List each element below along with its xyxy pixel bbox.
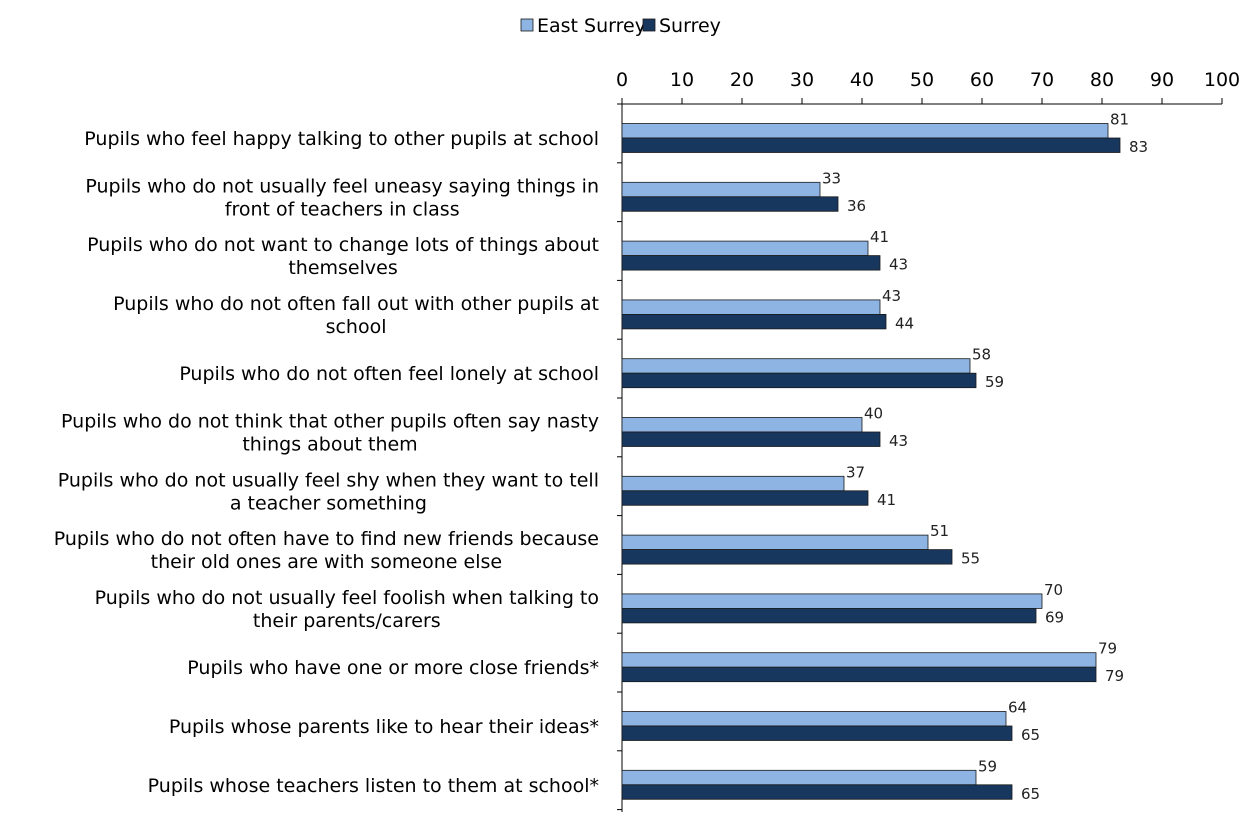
bar-surrey	[621, 666, 1097, 683]
bar-surrey	[621, 608, 1037, 624]
legend-swatch	[520, 18, 534, 32]
legend-item-0: East Surrey	[520, 15, 646, 37]
x-tick-label: 90	[1150, 69, 1174, 91]
bar-surrey	[621, 490, 869, 506]
x-tick-label: 10	[670, 69, 694, 91]
x-tick-label: 40	[850, 69, 874, 91]
value-label: 37	[846, 463, 865, 481]
value-label: 64	[1008, 699, 1027, 717]
bar-surrey	[621, 549, 953, 565]
value-label: 41	[870, 228, 889, 246]
category-label: Pupils who do not usually feel foolish w…	[95, 587, 599, 632]
x-tick-label: 100	[1204, 69, 1240, 91]
value-label: 65	[1021, 785, 1040, 803]
category-label: Pupils who do not usually feel shy when …	[58, 469, 599, 514]
value-label: 44	[895, 314, 914, 332]
category-label-line: Pupils who do not usually feel uneasy sa…	[85, 175, 599, 197]
bar-surrey	[621, 313, 887, 330]
value-label: 65	[1021, 726, 1040, 744]
category-label: Pupils whose teachers listen to them at …	[148, 775, 599, 797]
value-label: 70	[1044, 581, 1063, 599]
value-label: 33	[822, 169, 841, 187]
x-tick-label: 80	[1090, 69, 1114, 91]
value-label: 55	[961, 550, 980, 568]
x-tick-label: 30	[790, 69, 814, 91]
value-label: 59	[985, 373, 1004, 391]
value-label: 58	[972, 346, 991, 364]
category-label-line: themselves	[288, 257, 397, 279]
x-tick-label: 60	[970, 69, 994, 91]
category-label-line: things about them	[242, 434, 417, 456]
category-label: Pupils who do not want to change lots of…	[87, 234, 599, 279]
bar-surrey	[621, 431, 881, 447]
legend-swatch	[642, 18, 656, 32]
x-tick-label: 70	[1030, 69, 1054, 91]
legend-item-1: Surrey	[642, 15, 721, 37]
x-tick-label: 20	[730, 69, 754, 91]
bar-east-surrey	[621, 593, 1043, 609]
value-label: 40	[864, 405, 883, 423]
category-label-line: front of teachers in class	[225, 198, 460, 220]
category-label-line: school	[326, 316, 387, 338]
category-label-line: a teacher something	[230, 492, 427, 514]
x-tick-label: 50	[910, 69, 934, 91]
bar-east-surrey	[621, 417, 863, 433]
category-label-line: Pupils who do not want to change lots of…	[87, 234, 599, 256]
bar-surrey	[621, 784, 1013, 800]
value-label: 79	[1098, 640, 1117, 658]
legend-label: Surrey	[659, 15, 721, 37]
value-labels: 8183333641434344585940433741515570697979…	[822, 111, 1148, 803]
bar-east-surrey	[621, 652, 1097, 668]
category-labels: Pupils who feel happy talking to other p…	[54, 128, 599, 797]
bar-east-surrey	[621, 181, 821, 198]
bar-east-surrey	[621, 358, 971, 374]
bar-east-surrey	[621, 240, 869, 257]
category-label-line: Pupils who do not usually feel foolish w…	[95, 587, 599, 609]
value-label: 51	[930, 522, 949, 540]
value-label: 36	[847, 197, 866, 215]
category-label: Pupils who do not often have to find new…	[54, 528, 599, 573]
category-label: Pupils who have one or more close friend…	[187, 657, 599, 679]
legend-label: East Surrey	[537, 15, 646, 37]
value-label: 79	[1105, 667, 1124, 685]
category-label-line: Pupils who do not usually feel shy when …	[58, 469, 599, 491]
value-label: 69	[1045, 608, 1064, 626]
category-label-line: their parents/carers	[253, 610, 441, 632]
bar-surrey	[621, 196, 839, 212]
category-label-line: Pupils who do not think that other pupil…	[61, 411, 599, 433]
value-label: 43	[889, 256, 908, 274]
category-label: Pupils who do not think that other pupil…	[61, 411, 599, 456]
value-label: 41	[877, 491, 896, 509]
bar-east-surrey	[621, 299, 881, 315]
bar-surrey	[621, 372, 977, 389]
category-label: Pupils whose parents like to hear their …	[169, 716, 599, 738]
value-label: 81	[1110, 111, 1129, 129]
x-tick-label: 0	[616, 69, 628, 91]
value-label: 43	[889, 432, 908, 450]
category-label: Pupils who do not often fall out with ot…	[113, 293, 599, 338]
value-label: 59	[978, 757, 997, 775]
category-label-line: Pupils who do not often fall out with ot…	[113, 293, 599, 315]
category-label: Pupils who feel happy talking to other p…	[84, 128, 599, 150]
bar-east-surrey	[621, 475, 845, 492]
bar-east-surrey	[621, 123, 1109, 139]
value-label: 43	[882, 287, 901, 305]
bar-east-surrey	[621, 769, 977, 786]
category-label-line: their old ones are with someone else	[151, 551, 502, 573]
category-label: Pupils who do not often feel lonely at s…	[179, 363, 599, 385]
bars	[621, 123, 1121, 800]
bar-surrey	[621, 255, 881, 271]
bar-surrey	[621, 725, 1013, 741]
legend: East Surrey Surrey	[520, 15, 721, 37]
category-label: Pupils who do not usually feel uneasy sa…	[85, 175, 599, 220]
bar-surrey	[621, 137, 1121, 153]
category-label-line: Pupils who do not often have to find new…	[54, 528, 599, 550]
x-axis: 0 10 20 30 40 50 60 70 80 90 100	[616, 69, 1240, 812]
bar-east-surrey	[621, 534, 929, 550]
value-label: 83	[1129, 138, 1148, 156]
bar-east-surrey	[621, 711, 1007, 727]
